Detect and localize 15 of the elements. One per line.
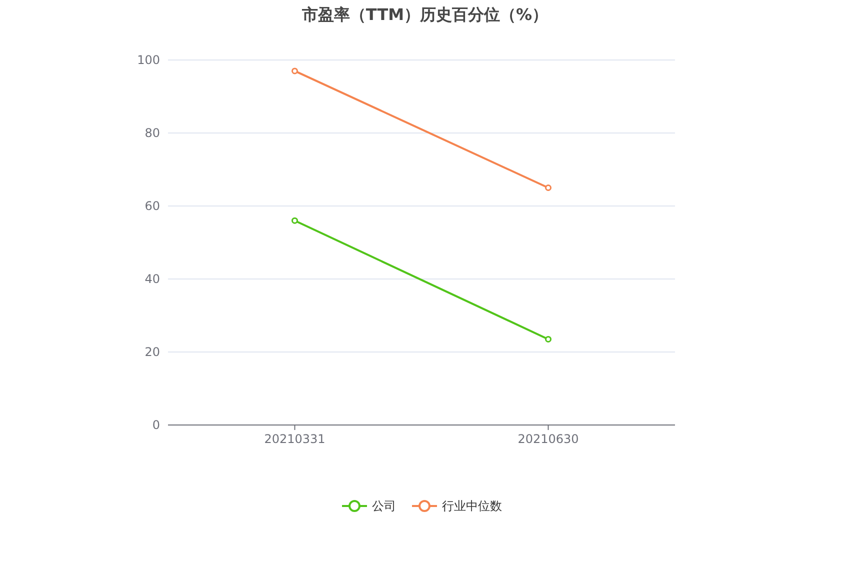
x-tick-label: 20210630: [518, 432, 579, 446]
x-tick-label: 20210331: [264, 432, 326, 446]
chart-title: 市盈率（TTM）历史百分位（%）: [300, 5, 548, 24]
point: [292, 68, 298, 74]
y-tick-label: 80: [144, 126, 160, 140]
y-tick-label: 100: [137, 53, 160, 67]
y-tick-label: 40: [144, 272, 160, 286]
legend-label: 行业中位数: [442, 499, 502, 513]
point: [292, 217, 298, 224]
y-tick-label: 60: [144, 199, 160, 213]
point: [545, 336, 552, 342]
y-tick-label: 20: [144, 345, 160, 359]
point: [545, 184, 552, 191]
y-tick-label: 0: [152, 418, 160, 432]
legend-label: 公司: [372, 499, 396, 513]
